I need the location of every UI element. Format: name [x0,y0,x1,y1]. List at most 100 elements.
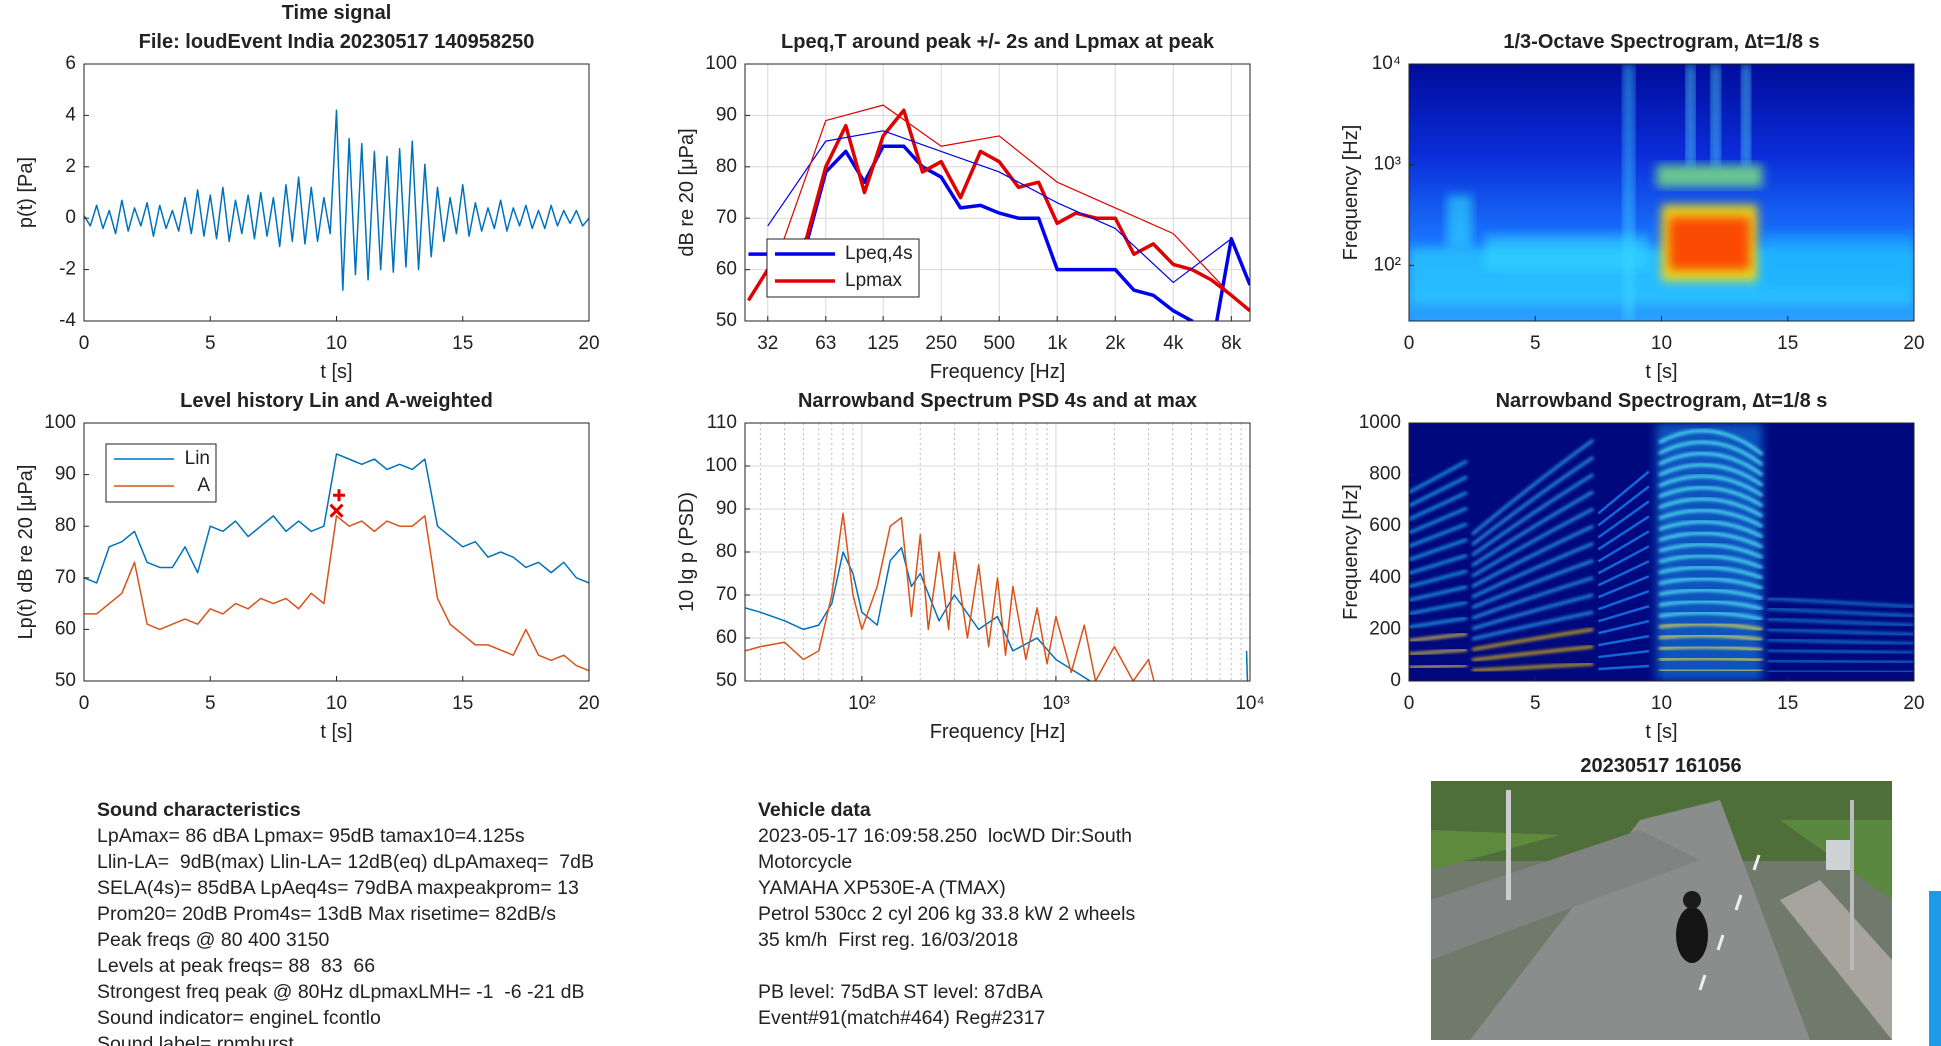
legend-box [766,238,920,298]
y-tick-label: 50 [55,670,76,691]
spectrogram-texture [1767,659,1914,664]
photo-car [1826,840,1852,870]
x-tick-label: 20 [578,693,599,714]
y-tick-label: 10⁴ [1372,53,1401,74]
info-line: 2023-05-17 16:09:58.250 locWD Dir:South [758,825,1132,847]
legend-box [105,443,217,503]
y-tick-label: -2 [59,259,76,280]
x-tick-label: 20 [1903,693,1924,714]
camera-photo [1431,781,1892,1040]
spectrogram-texture [1471,576,1594,620]
spectrogram-texture [1409,600,1468,616]
x-tick-label: 20 [578,333,599,354]
spectrogram-texture [1658,554,1764,570]
spectrogram-texture [1597,590,1650,611]
x-tick-label: 15 [1777,693,1798,714]
chart-subtitle: File: loudEvent India 20230517 140958250 [139,31,535,53]
spectrogram-texture [1742,64,1750,165]
y-tick-label: 0 [65,207,76,228]
legend-label: Lpmax [845,270,903,291]
y-axis-label: Frequency [Hz] [1340,125,1362,261]
spectrogram-texture [1484,235,1649,270]
info-line: Levels at peak freqs= 88 83 66 [97,955,375,977]
y-tick-label: 80 [716,541,737,562]
section-title: Vehicle data [758,799,871,821]
info-line: Event#91(match#464) Reg#2317 [758,1007,1045,1029]
data-line [746,108,1250,313]
y-tick-label: 50 [716,670,737,691]
photo-pole [1506,790,1511,900]
x-tick-label: 2k [1105,333,1126,354]
y-tick-label: 80 [716,156,737,177]
data-line [745,512,1155,681]
spectrogram-texture [1471,438,1595,536]
y-tick-label: 2 [65,156,76,177]
spectrogram-texture [1409,585,1468,602]
info-line: Prom20= 20dB Prom4s= 13dB Max risetime= … [97,903,556,925]
spectrogram-texture [1658,634,1763,642]
x-tick-label: 0 [79,333,90,354]
axes-frame [744,63,1251,322]
chart-title: Narrowband Spectrogram, ∆t=1/8 s [1496,390,1828,412]
y-tick-label: 70 [55,567,76,588]
peak-marker [329,503,344,518]
y-tick-label: 800 [1369,464,1401,485]
x-tick-label: 63 [815,333,836,354]
spectrogram-texture [1767,638,1914,646]
x-tick-label: 10³ [1042,693,1069,714]
spectrogram-texture [1658,531,1764,549]
y-axis-label: p(t) [Pa] [15,157,37,228]
data-line [767,104,1232,296]
photo-marking [1716,934,1725,951]
y-tick-label: 600 [1369,515,1401,536]
photo-marking [1698,974,1707,991]
photo-title: 20230517 161056 [1580,755,1741,777]
spectrogram-texture [1658,565,1764,580]
chart-title: Level history Lin and A-weighted [180,390,493,412]
photo-marking [1734,894,1743,911]
spectrogram-texture [1471,490,1595,568]
y-tick-label: 400 [1369,567,1401,588]
x-tick-label: 0 [1404,333,1415,354]
info-line: Motorcycle [758,851,852,873]
plot-area [84,109,589,291]
spectrogram-texture [1767,628,1914,636]
side-tab [1929,891,1941,1046]
y-axis-label: Lp(t) dB re 20 [μPa] [15,465,37,640]
x-tick-label: 10 [326,333,347,354]
spectrogram-texture [1598,649,1650,659]
spectrogram-texture [1597,515,1650,551]
y-tick-label: 110 [707,412,737,433]
chart-title: Time signal [282,2,392,24]
x-axis-label: t [s] [320,361,352,383]
axes-frame [1408,63,1915,322]
spectrogram-texture [1656,164,1763,188]
x-tick-label: 15 [452,333,473,354]
spectrogram-texture [1597,530,1650,563]
spectrogram-texture [1597,560,1650,587]
spectrogram-texture [1409,538,1468,562]
spectrogram-texture [1409,506,1468,535]
info-line: YAMAHA XP530E-A (TMAX) [758,877,1006,899]
spectrogram-texture [1658,599,1763,611]
spectrogram-texture [1471,610,1594,641]
y-tick-label: 0 [1390,670,1401,691]
info-line: Peak freqs @ 80 400 3150 [97,929,329,951]
x-axis-label: Frequency [Hz] [930,361,1066,383]
spectrogram-texture [1471,524,1594,589]
spectrogram-texture [1712,64,1720,165]
spectrogram-texture [1597,485,1650,527]
y-tick-label: 90 [716,104,737,125]
x-tick-label: 15 [1777,333,1798,354]
spectrogram-texture [1658,508,1764,528]
x-tick-label: 250 [925,333,957,354]
y-tick-label: 4 [65,104,76,125]
y-tick-label: 100 [44,412,76,433]
spectrogram-texture [1597,470,1650,515]
axes-frame [744,422,1251,682]
spectrogram-texture [1598,664,1649,671]
spectrogram-texture [1597,500,1650,539]
spectrogram-texture [1598,604,1650,623]
spectrogram-texture [1597,575,1650,599]
